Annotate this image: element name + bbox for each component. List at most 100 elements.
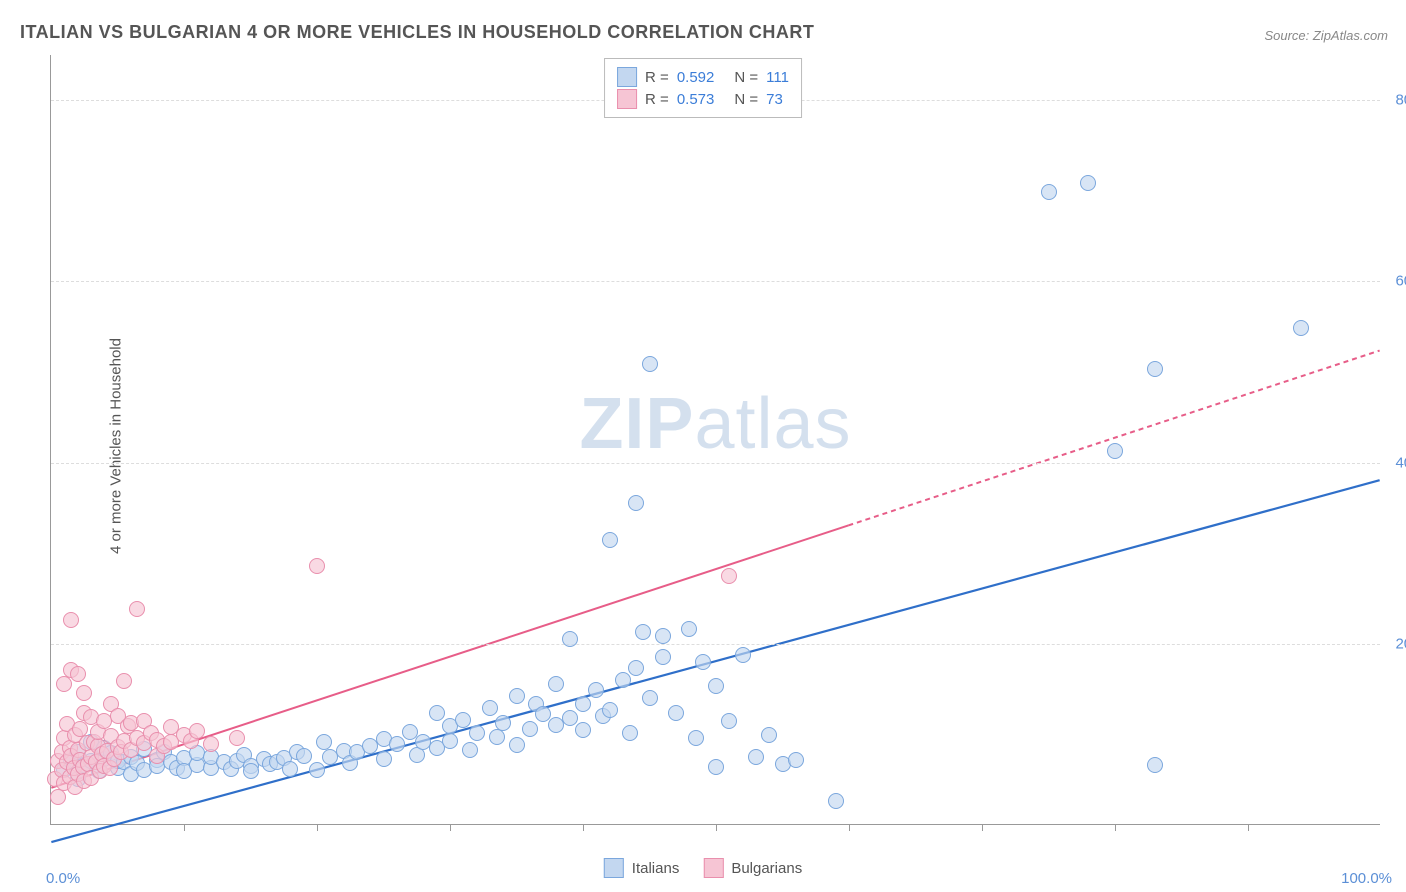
data-point	[788, 752, 804, 768]
x-tick	[317, 824, 318, 831]
data-point	[495, 715, 511, 731]
legend-r-label-2: R =	[645, 91, 669, 108]
data-point	[708, 678, 724, 694]
gridline	[51, 644, 1380, 645]
bottom-legend-bulgarians-label: Bulgarians	[731, 860, 802, 877]
data-point	[688, 730, 704, 746]
data-point	[129, 601, 145, 617]
data-point	[116, 673, 132, 689]
y-tick-label: 20.0%	[1386, 635, 1406, 652]
x-axis-min-label: 0.0%	[46, 870, 80, 887]
data-point	[602, 702, 618, 718]
data-point	[721, 568, 737, 584]
data-point	[562, 631, 578, 647]
data-point	[309, 558, 325, 574]
data-point	[243, 763, 259, 779]
x-tick	[583, 824, 584, 831]
x-tick	[849, 824, 850, 831]
data-point	[588, 682, 604, 698]
gridline	[51, 463, 1380, 464]
source-label: Source: ZipAtlas.com	[1264, 28, 1388, 43]
data-point	[76, 685, 92, 701]
x-tick	[982, 824, 983, 831]
data-point	[721, 713, 737, 729]
data-point	[522, 721, 538, 737]
legend-swatch-bulgarians-2	[703, 858, 723, 878]
plot-area: ZIPatlas 20.0%40.0%60.0%80.0%	[50, 55, 1380, 825]
legend-swatch-italians-2	[604, 858, 624, 878]
legend-swatch-bulgarians	[617, 89, 637, 109]
data-point	[642, 356, 658, 372]
data-point	[615, 672, 631, 688]
data-point	[708, 759, 724, 775]
data-point	[63, 612, 79, 628]
data-point	[389, 736, 405, 752]
data-point	[376, 751, 392, 767]
bottom-legend-italians: Italians	[604, 858, 680, 878]
data-point	[562, 710, 578, 726]
legend-n-italians: 111	[766, 69, 789, 86]
x-tick	[1248, 824, 1249, 831]
data-point	[1041, 184, 1057, 200]
data-point	[442, 733, 458, 749]
x-axis-max-label: 100.0%	[1341, 870, 1392, 887]
legend-n-label: N =	[734, 69, 758, 86]
data-point	[1107, 443, 1123, 459]
data-point	[735, 647, 751, 663]
data-point	[1147, 757, 1163, 773]
y-tick-label: 80.0%	[1386, 92, 1406, 109]
data-point	[229, 730, 245, 746]
data-point	[695, 654, 711, 670]
legend-n-label-2: N =	[734, 91, 758, 108]
data-point	[575, 696, 591, 712]
y-tick-label: 60.0%	[1386, 273, 1406, 290]
data-point	[1147, 361, 1163, 377]
data-point	[455, 712, 471, 728]
legend-r-italians: 0.592	[677, 69, 715, 86]
chart-title: ITALIAN VS BULGARIAN 4 OR MORE VEHICLES …	[20, 22, 814, 43]
data-point	[642, 690, 658, 706]
legend-n-bulgarians: 73	[766, 91, 783, 108]
data-point	[296, 748, 312, 764]
data-point	[469, 725, 485, 741]
legend-r-bulgarians: 0.573	[677, 91, 715, 108]
legend-swatch-italians	[617, 67, 637, 87]
data-point	[309, 762, 325, 778]
data-point	[429, 705, 445, 721]
legend-row-italians: R = 0.592 N = 111	[617, 67, 789, 87]
data-point	[655, 628, 671, 644]
x-tick	[1115, 824, 1116, 831]
data-point	[761, 727, 777, 743]
data-point	[628, 660, 644, 676]
data-point	[189, 723, 205, 739]
data-point	[482, 700, 498, 716]
bottom-legend: Italians Bulgarians	[604, 858, 802, 878]
y-tick-label: 40.0%	[1386, 454, 1406, 471]
data-point	[622, 725, 638, 741]
data-point	[70, 666, 86, 682]
data-point	[681, 621, 697, 637]
data-point	[628, 495, 644, 511]
data-point	[668, 705, 684, 721]
x-tick	[184, 824, 185, 831]
data-point	[548, 676, 564, 692]
data-point	[602, 532, 618, 548]
data-point	[748, 749, 764, 765]
data-point	[575, 722, 591, 738]
data-point	[282, 761, 298, 777]
data-point	[509, 737, 525, 753]
bottom-legend-bulgarians: Bulgarians	[703, 858, 802, 878]
data-point	[635, 624, 651, 640]
data-point	[462, 742, 478, 758]
data-point	[203, 736, 219, 752]
legend-stats: R = 0.592 N = 111 R = 0.573 N = 73	[604, 58, 802, 118]
legend-r-label: R =	[645, 69, 669, 86]
data-point	[1293, 320, 1309, 336]
bottom-legend-italians-label: Italians	[632, 860, 680, 877]
data-point	[655, 649, 671, 665]
legend-row-bulgarians: R = 0.573 N = 73	[617, 89, 789, 109]
gridline	[51, 281, 1380, 282]
x-tick	[450, 824, 451, 831]
data-point	[828, 793, 844, 809]
data-point	[489, 729, 505, 745]
